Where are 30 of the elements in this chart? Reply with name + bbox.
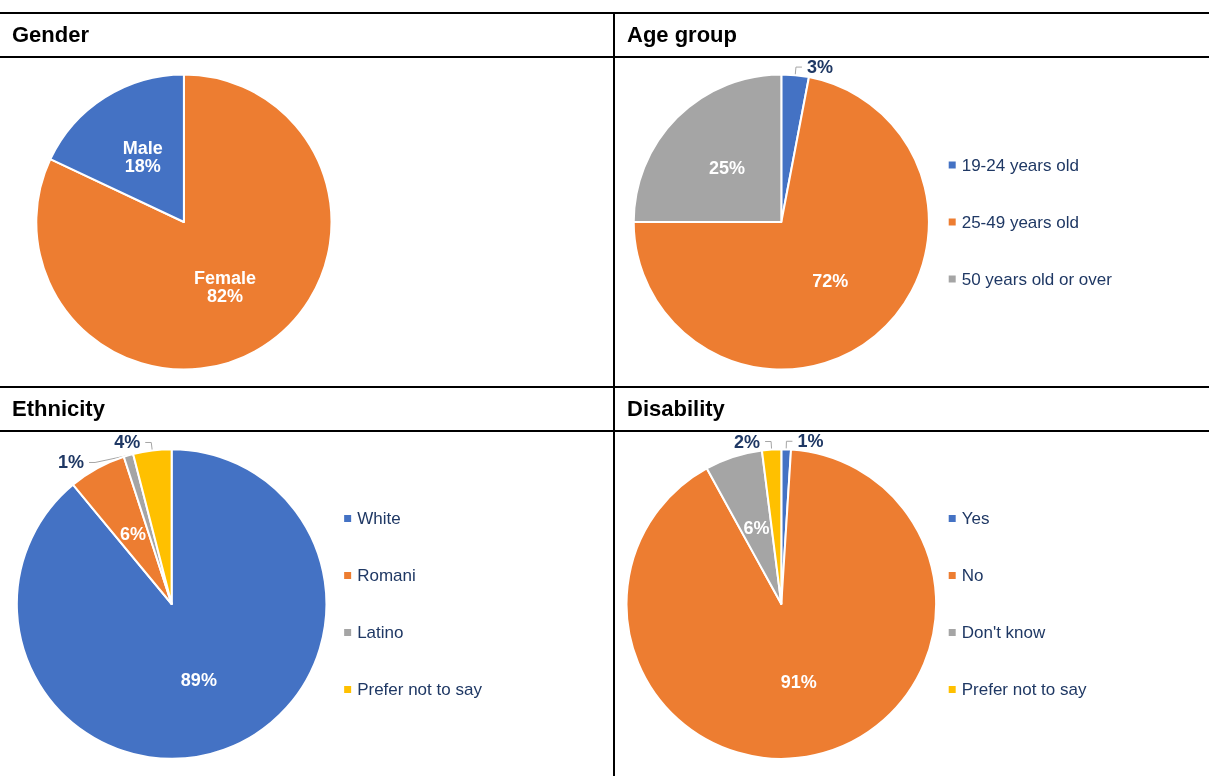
legend-label: Latino [357, 623, 404, 642]
legend-label: Prefer not to say [357, 680, 483, 699]
data-label: 6% [119, 523, 146, 544]
legend-label: 25-49 years old [961, 212, 1079, 232]
chart-title: Gender [0, 14, 613, 58]
slice-label: Male [122, 138, 163, 159]
legend-label: Romani [357, 566, 416, 585]
legend-label: Yes [961, 509, 990, 528]
slice-label: Female [194, 267, 257, 288]
data-label: 1% [797, 431, 824, 452]
legend-label: No [961, 566, 984, 585]
legend-label: Prefer not to say [961, 680, 1087, 699]
legend-label: Don't know [961, 623, 1046, 642]
legend-label: 19-24 years old [961, 155, 1079, 175]
chart-title: Disability [615, 388, 1209, 432]
data-label: 91% [780, 672, 817, 693]
chart-title: Ethnicity [0, 388, 613, 432]
data-label: 82% [207, 285, 244, 306]
data-label: 4% [114, 432, 141, 453]
data-label: 1% [58, 452, 85, 473]
data-label: 18% [124, 156, 161, 177]
data-label: 89% [180, 669, 217, 690]
data-label: 6% [743, 517, 770, 538]
chart-title: Age group [615, 14, 1209, 58]
data-label: 72% [812, 271, 849, 292]
legend-label: White [357, 509, 401, 528]
data-label: 25% [709, 157, 746, 178]
data-label: 3% [806, 57, 833, 78]
legend-label: 50 years old or over [961, 269, 1113, 289]
data-label: 2% [734, 431, 761, 452]
